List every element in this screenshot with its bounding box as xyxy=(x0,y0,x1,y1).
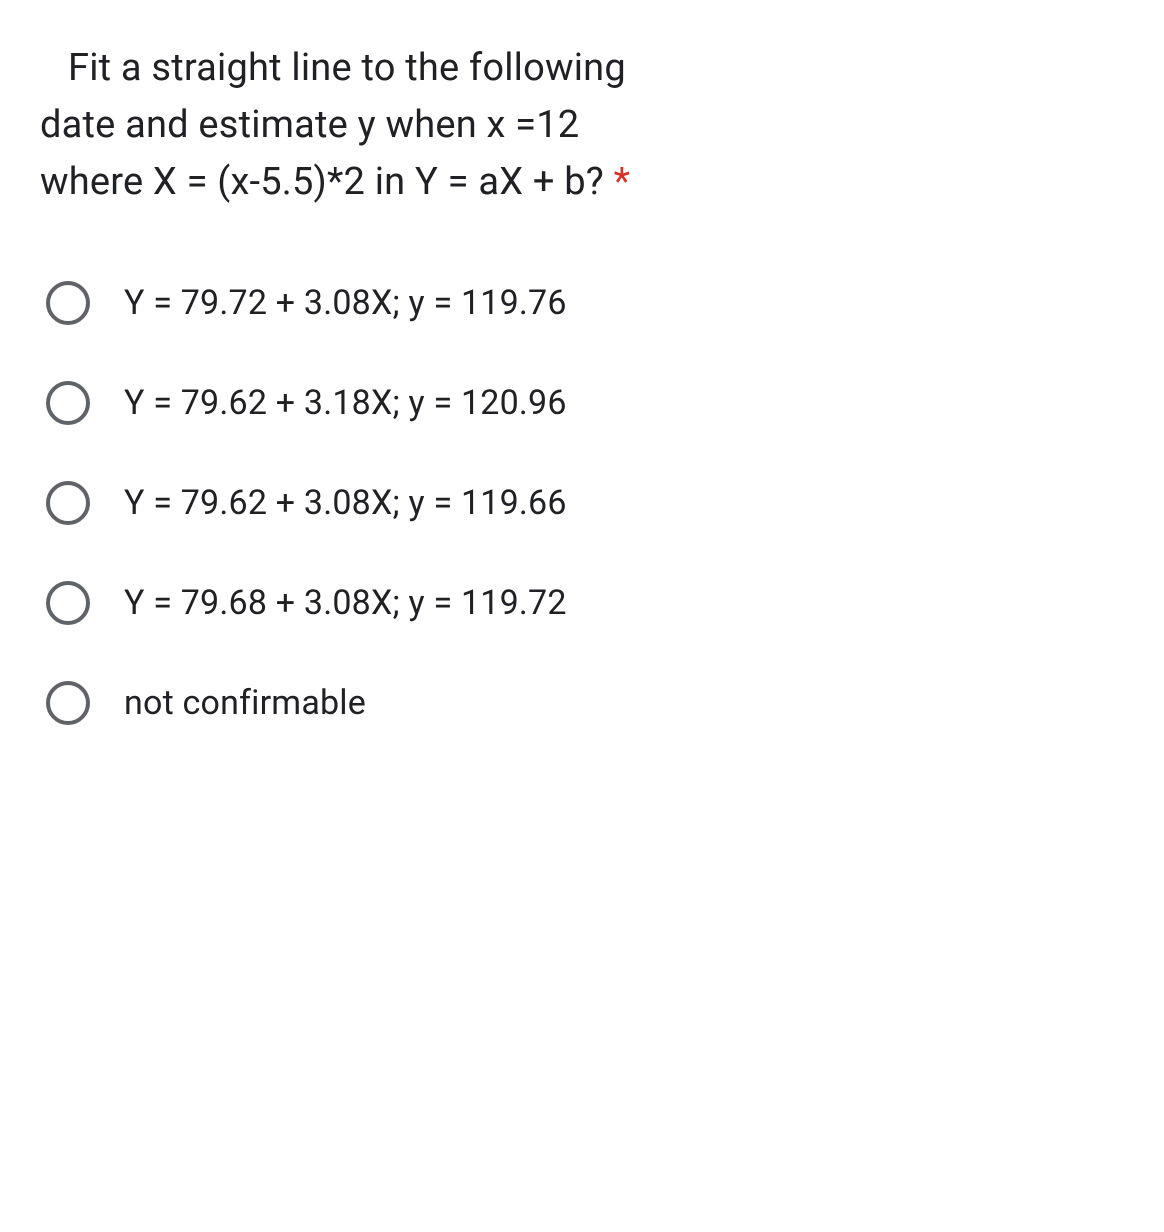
radio-icon xyxy=(46,481,90,525)
required-indicator: * xyxy=(604,160,630,204)
radio-icon xyxy=(46,681,90,725)
option-label: not confirmable xyxy=(124,683,366,723)
question-line-1: Fit a straight line to the following xyxy=(68,46,626,90)
option-1[interactable]: Y = 79.72 + 3.08X; y = 119.76 xyxy=(46,281,1124,325)
option-3[interactable]: Y = 79.62 + 3.08X; y = 119.66 xyxy=(46,481,1124,525)
option-5[interactable]: not confirmable xyxy=(46,681,1124,725)
option-4[interactable]: Y = 79.68 + 3.08X; y = 119.72 xyxy=(46,581,1124,625)
radio-icon xyxy=(46,581,90,625)
question-line-2: date and estimate y when x =12 xyxy=(40,103,579,147)
form-container: Fit a straight line to the following dat… xyxy=(0,0,1164,725)
option-label: Y = 79.62 + 3.18X; y = 120.96 xyxy=(124,383,567,423)
option-label: Y = 79.68 + 3.08X; y = 119.72 xyxy=(124,583,567,623)
option-label: Y = 79.62 + 3.08X; y = 119.66 xyxy=(124,483,567,523)
question-line-3: where X = (x-5.5)*2 in Y = aX + b? xyxy=(40,160,604,204)
options-group: Y = 79.72 + 3.08X; y = 119.76 Y = 79.62 … xyxy=(40,281,1124,725)
radio-icon xyxy=(46,381,90,425)
question-text: Fit a straight line to the following dat… xyxy=(40,40,1124,211)
option-2[interactable]: Y = 79.62 + 3.18X; y = 120.96 xyxy=(46,381,1124,425)
radio-icon xyxy=(46,281,90,325)
option-label: Y = 79.72 + 3.08X; y = 119.76 xyxy=(124,283,567,323)
